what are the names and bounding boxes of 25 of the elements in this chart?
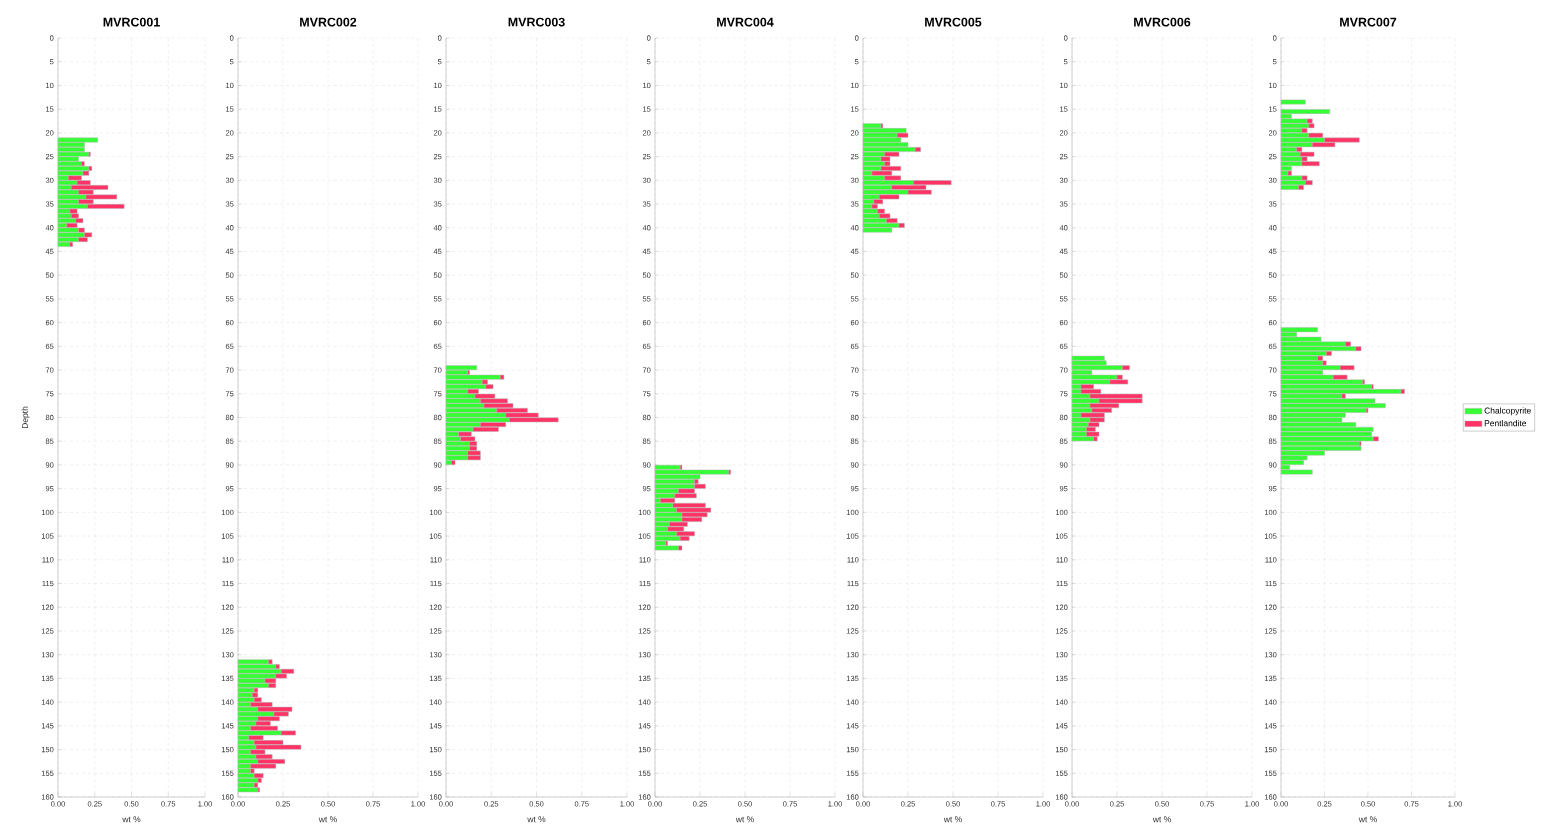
x-axis-title: wt % — [318, 816, 337, 823]
chart-title: MVRC004 — [717, 17, 774, 27]
y-axis-title: Depth — [21, 406, 30, 429]
legend-label: Chalcopyrite — [1484, 407, 1531, 416]
bar — [1280, 99, 1306, 105]
chart-title: MVRC005 — [925, 17, 982, 27]
x-axis-title: wt % — [735, 816, 754, 823]
bar — [1280, 109, 1330, 114]
bar — [57, 137, 98, 143]
bar — [1071, 355, 1105, 361]
bar — [445, 365, 478, 371]
x-axis-title: wt % — [1152, 816, 1171, 823]
chart-title: MVRC003 — [508, 17, 565, 27]
x-axis-title: wt % — [527, 816, 546, 823]
chart-title: MVRC001 — [103, 17, 160, 27]
bar — [57, 151, 90, 157]
bar — [1280, 327, 1318, 333]
legend-label: Pentlandite — [1484, 419, 1527, 427]
x-axis-title: wt % — [943, 816, 962, 823]
chart-title: MVRC002 — [300, 17, 357, 27]
chart-title: MVRC007 — [1340, 17, 1397, 27]
bar — [1280, 469, 1313, 475]
chart-title: MVRC006 — [1134, 17, 1191, 27]
x-axis-title: wt % — [1358, 816, 1377, 823]
x-axis-title: wt % — [122, 816, 141, 823]
